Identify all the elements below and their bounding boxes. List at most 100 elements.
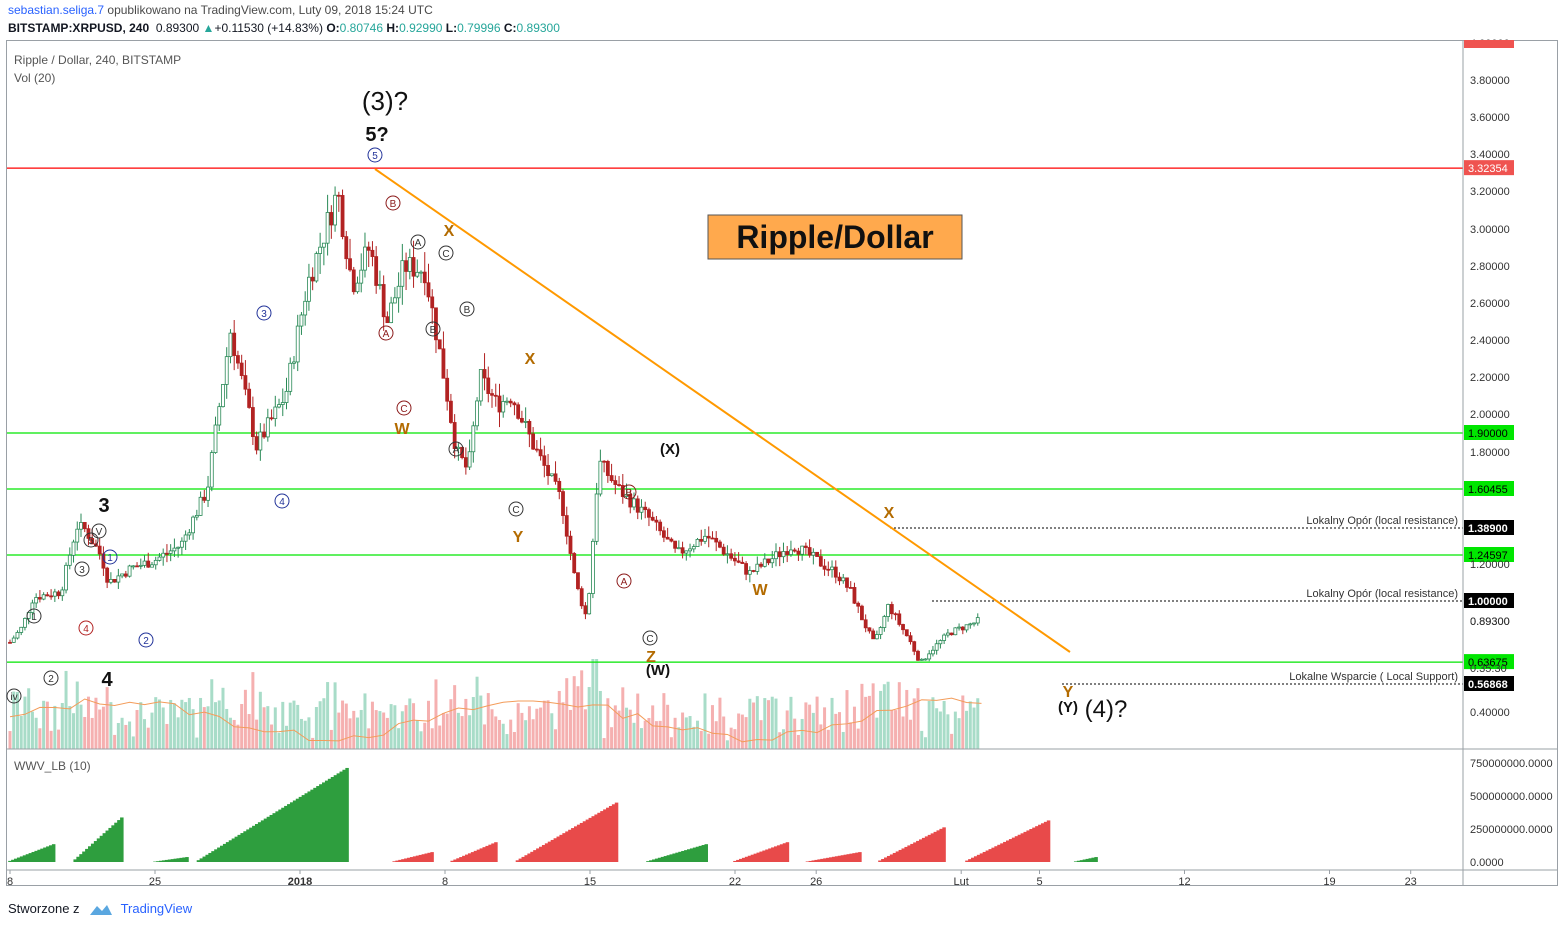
volume-bar xyxy=(180,699,184,749)
wwv-bar xyxy=(521,856,526,862)
volume-bar xyxy=(625,707,629,749)
volume-bar xyxy=(781,729,785,749)
candle-body xyxy=(598,460,603,495)
price-tick-label: 3.60000 xyxy=(1470,112,1510,124)
level-price-badge xyxy=(1464,481,1514,496)
candle-body xyxy=(714,537,719,543)
candle-body xyxy=(770,558,775,564)
count-B3: B xyxy=(464,305,471,316)
volume-bar xyxy=(871,683,875,749)
candle-body xyxy=(228,332,233,358)
price-tick-label: 2.80000 xyxy=(1470,261,1510,273)
volume-bar xyxy=(755,696,759,749)
wwv-bar xyxy=(733,860,737,862)
level-price-badge xyxy=(1464,425,1514,440)
wwv-bar xyxy=(762,850,766,862)
wwv-bar xyxy=(8,860,12,862)
candle-body xyxy=(841,577,846,582)
volume-bar xyxy=(976,698,980,749)
candle-body xyxy=(774,551,778,560)
candle-body xyxy=(82,522,87,530)
candle-body xyxy=(273,406,278,420)
wwv-bar xyxy=(333,775,338,862)
candle-body xyxy=(209,452,214,488)
volume-bar xyxy=(759,720,763,749)
wwv-tick-label: 500000000.0000 xyxy=(1470,791,1553,803)
candle-body xyxy=(198,496,203,516)
volume-bar xyxy=(247,714,251,749)
wwv-bar xyxy=(263,818,268,862)
volume-bar xyxy=(834,713,838,749)
candle-body xyxy=(437,339,442,350)
volume-bar xyxy=(438,725,442,749)
volume-bar xyxy=(535,708,539,749)
volume-bar xyxy=(957,718,961,749)
volume-bar xyxy=(710,705,714,749)
wwv-bar xyxy=(1020,833,1025,862)
low-label: L: xyxy=(445,21,458,35)
volume-bar xyxy=(490,709,494,749)
candle-body xyxy=(194,515,199,518)
wwv-bar xyxy=(562,833,566,862)
volume-bar xyxy=(449,699,453,749)
wwv-bar xyxy=(654,858,659,862)
volume-bar xyxy=(602,738,606,749)
author-link[interactable]: sebastian.seliga.7 xyxy=(8,3,105,17)
wwv-bar xyxy=(199,858,204,862)
candle-body xyxy=(497,395,502,413)
wwv-bar xyxy=(456,858,460,862)
tradingview-link[interactable]: TradingView xyxy=(120,901,193,916)
wwv-bar xyxy=(652,859,656,862)
candle-body xyxy=(975,617,980,624)
price-tick-label: 0.89300 xyxy=(1470,616,1510,628)
count-A2-circle xyxy=(410,234,426,250)
volume-bar xyxy=(408,698,412,749)
count-4: 4 xyxy=(279,497,285,508)
candle-body xyxy=(277,404,281,408)
volume-bar xyxy=(901,716,905,749)
wwv-bar xyxy=(774,846,778,862)
wwv-bar xyxy=(913,842,917,862)
volume-bar xyxy=(852,706,856,749)
wwv-bar xyxy=(269,814,274,862)
volume-bar xyxy=(778,732,782,749)
candle-body xyxy=(512,402,517,406)
wwv-bar xyxy=(881,858,885,862)
level-price-badge xyxy=(1464,654,1514,670)
volume-bar xyxy=(722,716,726,749)
candle-body xyxy=(587,593,592,615)
candle-body xyxy=(318,246,323,254)
wwv-bar xyxy=(37,849,41,862)
volume-bar xyxy=(363,693,367,749)
wwv-bar xyxy=(476,849,481,862)
wwv-bar xyxy=(646,861,650,862)
candle-body xyxy=(280,402,285,405)
volume-bar xyxy=(314,707,318,749)
count-iv: iv xyxy=(10,692,17,703)
wwv-bar xyxy=(19,856,24,862)
volume-bar xyxy=(128,721,132,749)
wwv-bar xyxy=(392,861,396,862)
wwv-bar xyxy=(936,830,940,862)
volume-bar xyxy=(875,717,879,749)
volume-bar xyxy=(826,729,830,749)
wwv-bar xyxy=(547,841,552,862)
volume-bar xyxy=(688,716,692,749)
candle-body xyxy=(8,641,12,644)
wwv-bar xyxy=(208,852,212,862)
wwv-bar xyxy=(105,830,110,862)
candle-body xyxy=(385,316,390,324)
wwv-bar xyxy=(904,846,908,862)
wave-big-3-label: 3 xyxy=(98,495,109,517)
wwv-bar xyxy=(997,844,1001,862)
wwv-bar xyxy=(319,784,323,862)
wwv-bar xyxy=(834,856,839,862)
volume-bar xyxy=(931,697,935,749)
candle-body xyxy=(30,602,35,613)
wwv-bar xyxy=(421,854,426,862)
candle-body xyxy=(142,560,147,566)
candle-body xyxy=(176,546,181,549)
candle-body xyxy=(572,553,577,574)
candle-body xyxy=(325,212,330,244)
